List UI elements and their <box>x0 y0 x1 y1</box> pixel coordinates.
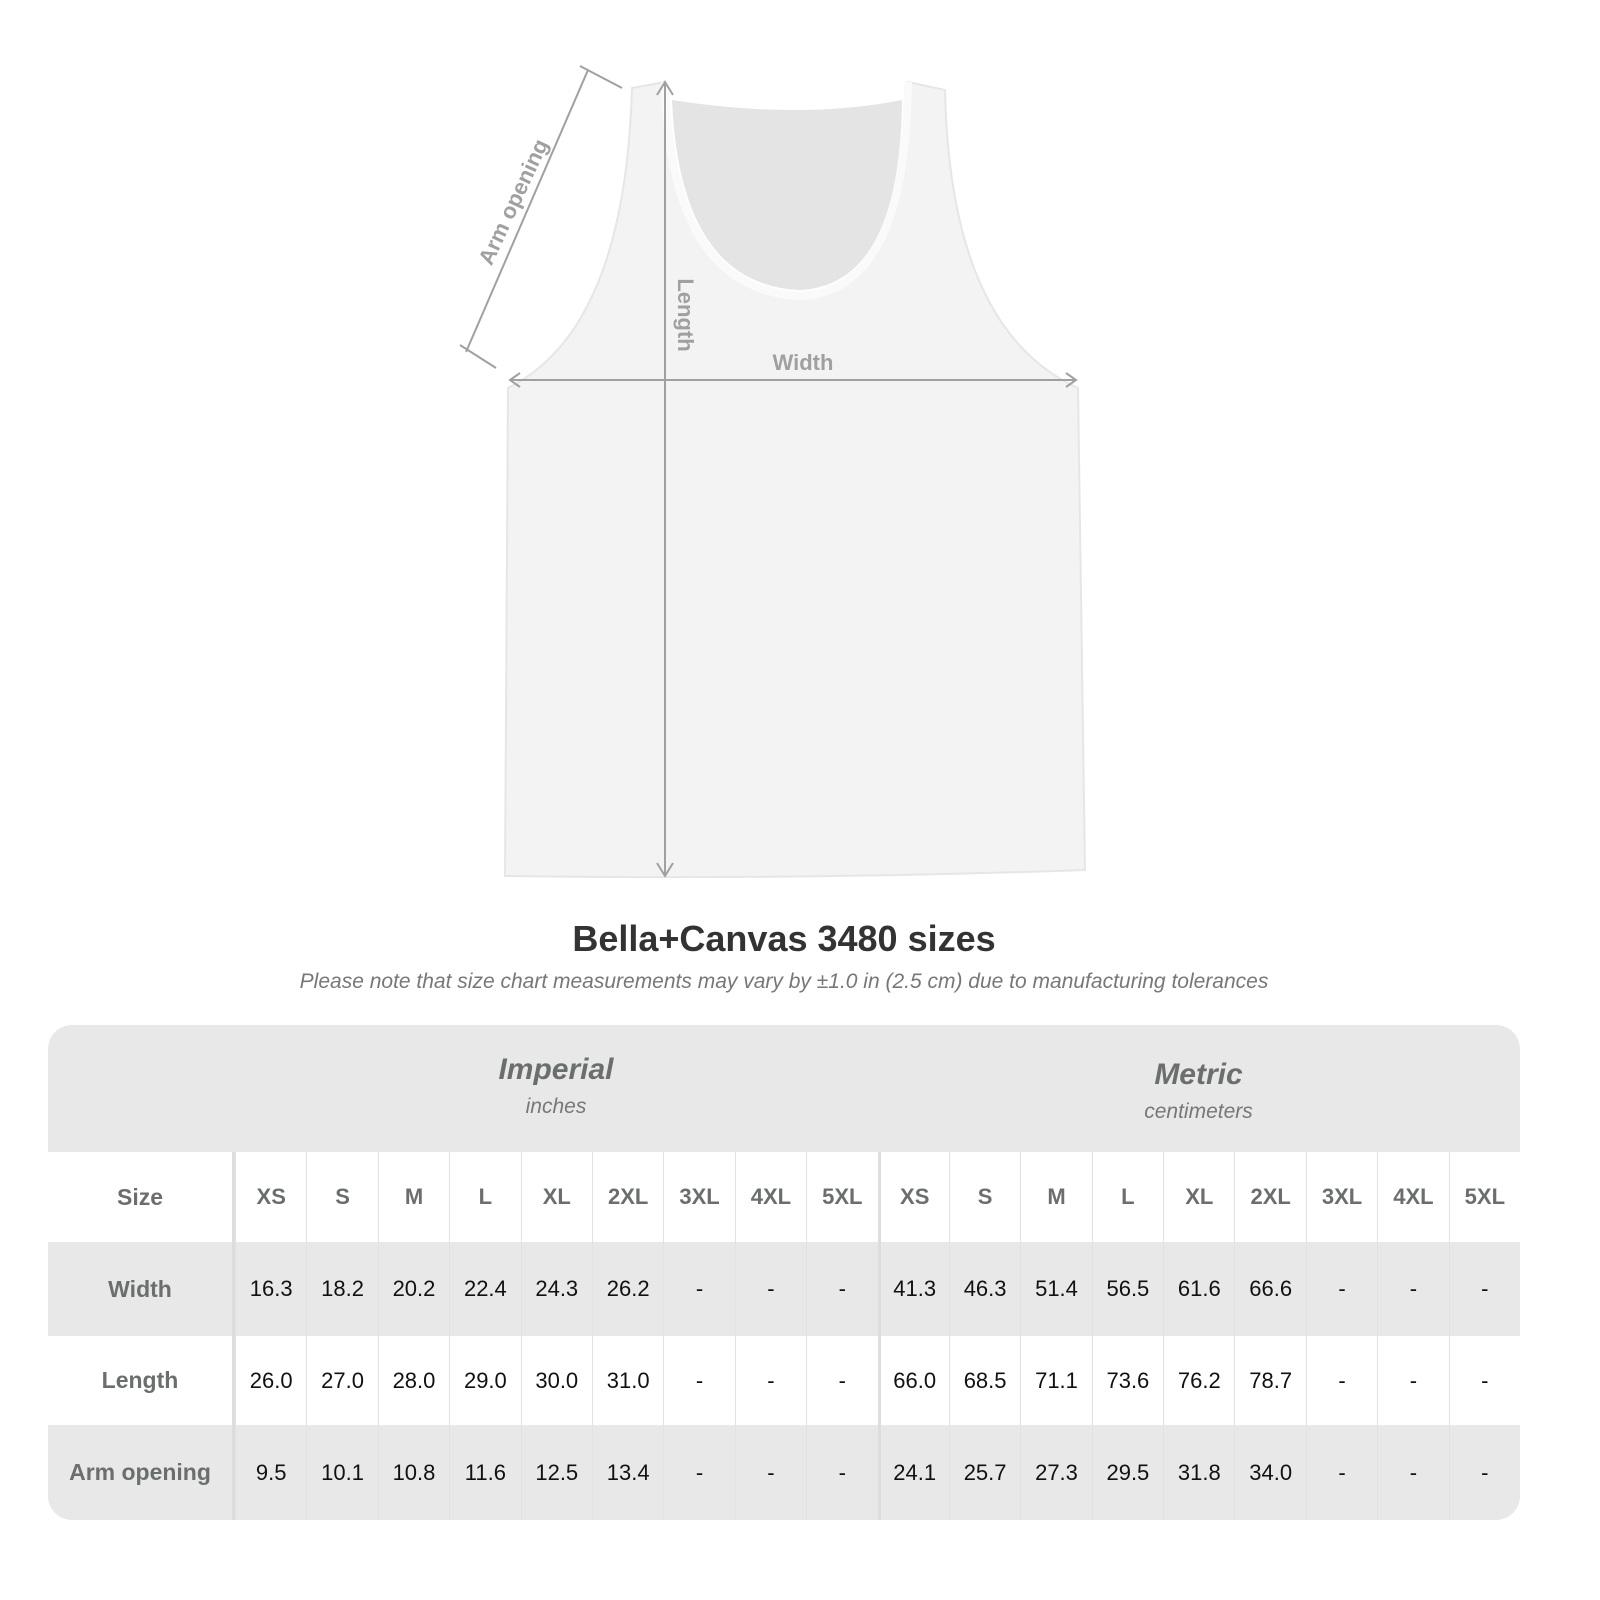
size-table: Imperial inches Metric centimeters Size X… <box>48 1025 1520 1520</box>
imperial-unit: inches <box>525 1095 587 1118</box>
cell-imperial: - <box>663 1425 734 1520</box>
cell-metric: 68.5 <box>948 1336 1020 1425</box>
size-header-imperial: L <box>449 1152 520 1242</box>
size-header-imperial: 4XL <box>734 1152 806 1242</box>
size-label: Size <box>48 1152 235 1242</box>
cell-metric: - <box>1377 1336 1448 1425</box>
cell-imperial: 18.2 <box>306 1242 377 1336</box>
cell-imperial: 9.5 <box>235 1425 306 1520</box>
cell-imperial: 29.0 <box>449 1336 520 1425</box>
size-header-imperial: 2XL <box>591 1152 663 1242</box>
cell-imperial: 11.6 <box>449 1425 520 1520</box>
cell-imperial: 26.0 <box>235 1336 306 1425</box>
cell-metric: 71.1 <box>1020 1336 1091 1425</box>
cell-imperial: 20.2 <box>377 1242 449 1336</box>
size-header-metric: 2XL <box>1234 1152 1305 1242</box>
cell-metric: - <box>1305 1425 1377 1520</box>
length-label: Length <box>673 278 698 351</box>
arm-opening-label: Arm opening <box>473 135 553 269</box>
cell-imperial: - <box>734 1425 806 1520</box>
cell-metric: 66.0 <box>877 1336 949 1425</box>
cell-metric: 25.7 <box>948 1425 1020 1520</box>
size-header-metric: S <box>948 1152 1020 1242</box>
cell-imperial: - <box>663 1242 734 1336</box>
cell-metric: - <box>1377 1425 1448 1520</box>
imperial-title: Imperial <box>498 1053 614 1086</box>
neckline-binding <box>661 81 912 301</box>
cell-metric: - <box>1448 1425 1520 1520</box>
size-header-metric: L <box>1091 1152 1163 1242</box>
size-header-metric: M <box>1020 1152 1091 1242</box>
cell-metric: 46.3 <box>948 1242 1020 1336</box>
size-header-imperial: XS <box>235 1152 306 1242</box>
size-header-metric: 5XL <box>1448 1152 1520 1242</box>
cell-metric: - <box>1305 1242 1377 1336</box>
width-label: Width <box>773 350 834 375</box>
cell-imperial: - <box>734 1242 806 1336</box>
size-header-imperial: 3XL <box>663 1152 734 1242</box>
arm-opening-line <box>465 69 589 353</box>
cell-metric: 61.6 <box>1163 1242 1234 1336</box>
size-header-imperial: M <box>377 1152 449 1242</box>
cell-metric: 34.0 <box>1234 1425 1305 1520</box>
cell-imperial: 10.1 <box>306 1425 377 1520</box>
cell-imperial: 31.0 <box>591 1336 663 1425</box>
table-row: Length 26.0 27.0 28.0 29.0 30.0 31.0- - -66.0 68.… <box>48 1336 1520 1425</box>
cell-imperial: 26.2 <box>591 1242 663 1336</box>
cell-imperial: - <box>734 1336 806 1425</box>
cell-metric: 29.5 <box>1091 1425 1163 1520</box>
cell-metric: 76.2 <box>1163 1336 1234 1425</box>
cell-imperial: - <box>663 1336 734 1425</box>
tank-top-diagram: Arm opening Length Width <box>459 65 1087 879</box>
cell-imperial: 10.8 <box>377 1425 449 1520</box>
cell-imperial: 30.0 <box>520 1336 592 1425</box>
cell-imperial: 12.5 <box>520 1425 592 1520</box>
cell-imperial: - <box>806 1242 877 1336</box>
cell-metric: - <box>1448 1242 1520 1336</box>
size-header-metric: 4XL <box>1377 1152 1448 1242</box>
row-label: Width <box>48 1242 235 1336</box>
cell-metric: - <box>1305 1336 1377 1425</box>
table-row: Width 16.3 18.2 20.2 22.4 24.3 26.2- - -41.3 46.3… <box>48 1242 1520 1336</box>
cell-imperial: 16.3 <box>235 1242 306 1336</box>
table-row: Arm opening 9.5 10.1 10.8 11.6 12.5 13.4- - -24.… <box>48 1425 1520 1520</box>
measure-lines <box>459 65 1078 878</box>
tolerance-note: Please note that size chart measurements… <box>299 970 1269 993</box>
cell-metric: 73.6 <box>1091 1336 1163 1425</box>
size-header-row: Size XS S M L XL 2XL 3XL 4XL 5XL XS S M L XL 2XL 3XL 4XL 5… <box>48 1152 1520 1242</box>
row-label: Length <box>48 1336 235 1425</box>
page-title: Bella+Canvas 3480 sizes <box>572 918 996 959</box>
row-label: Arm opening <box>48 1425 235 1520</box>
size-header-imperial: XL <box>520 1152 592 1242</box>
size-header-imperial: S <box>306 1152 377 1242</box>
cell-metric: 51.4 <box>1020 1242 1091 1336</box>
imperial-header: Imperial inches <box>235 1053 877 1119</box>
cell-metric: 24.1 <box>877 1425 949 1520</box>
cell-metric: 31.8 <box>1163 1425 1234 1520</box>
cell-metric: - <box>1448 1336 1520 1425</box>
size-header-metric: 3XL <box>1305 1152 1377 1242</box>
unit-header-band: Imperial inches Metric centimeters <box>48 1025 1520 1152</box>
cell-metric: - <box>1377 1242 1448 1336</box>
cell-metric: 56.5 <box>1091 1242 1163 1336</box>
size-header-metric: XL <box>1163 1152 1234 1242</box>
size-header-metric: XS <box>877 1152 949 1242</box>
tank-top-inner-back <box>672 100 902 290</box>
metric-unit: centimeters <box>1144 1100 1253 1123</box>
cell-metric: 66.6 <box>1234 1242 1305 1336</box>
cell-imperial: 24.3 <box>520 1242 592 1336</box>
cell-imperial: - <box>806 1336 877 1425</box>
cell-metric: 78.7 <box>1234 1336 1305 1425</box>
size-header-imperial: 5XL <box>806 1152 877 1242</box>
cell-metric: 27.3 <box>1020 1425 1091 1520</box>
metric-title: Metric <box>1154 1058 1243 1091</box>
cell-imperial: 13.4 <box>591 1425 663 1520</box>
cell-metric: 41.3 <box>877 1242 949 1336</box>
cell-imperial: 22.4 <box>449 1242 520 1336</box>
cell-imperial: 28.0 <box>377 1336 449 1425</box>
cell-imperial: - <box>806 1425 877 1520</box>
cell-imperial: 27.0 <box>306 1336 377 1425</box>
metric-header: Metric centimeters <box>877 1058 1520 1124</box>
